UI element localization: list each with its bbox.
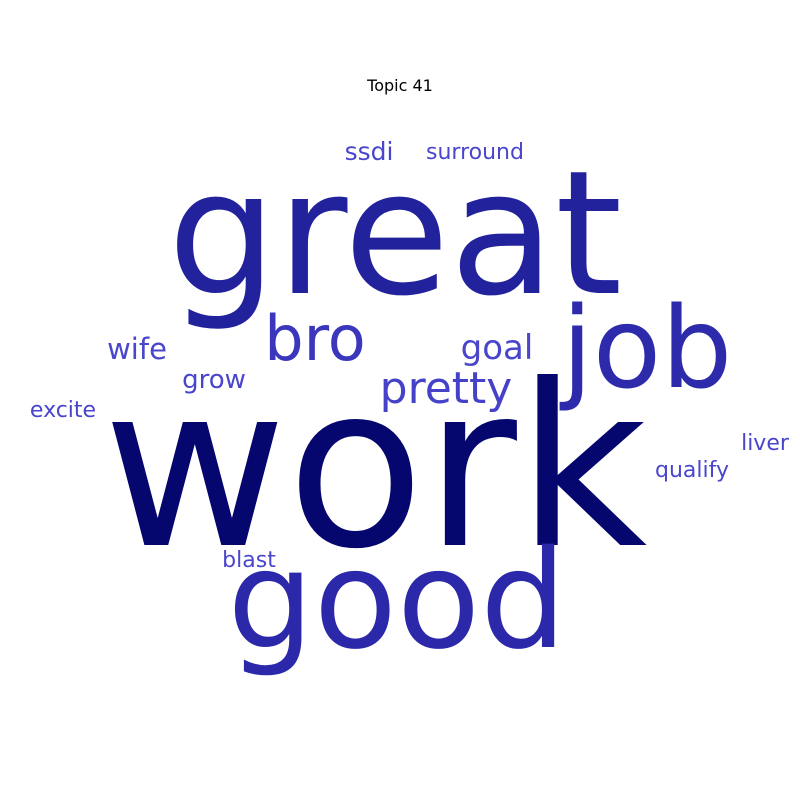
word-bro: bro xyxy=(264,302,365,375)
word-excite: excite xyxy=(30,398,96,423)
word-good: good xyxy=(227,522,566,680)
word-surround: surround xyxy=(426,140,524,165)
word-pretty: pretty xyxy=(380,363,513,414)
word-work: work xyxy=(103,337,647,599)
word-qualify: qualify xyxy=(655,458,729,483)
word-ssdi: ssdi xyxy=(345,137,394,166)
word-great: great xyxy=(168,133,623,334)
word-goal: goal xyxy=(461,328,534,368)
word-cloud-title: Topic 41 xyxy=(367,76,433,95)
word-liver: liver xyxy=(741,431,790,456)
word-job: job xyxy=(559,284,733,414)
word-blast: blast xyxy=(222,548,276,573)
word-wife: wife xyxy=(107,332,167,366)
word-grow: grow xyxy=(182,365,246,395)
